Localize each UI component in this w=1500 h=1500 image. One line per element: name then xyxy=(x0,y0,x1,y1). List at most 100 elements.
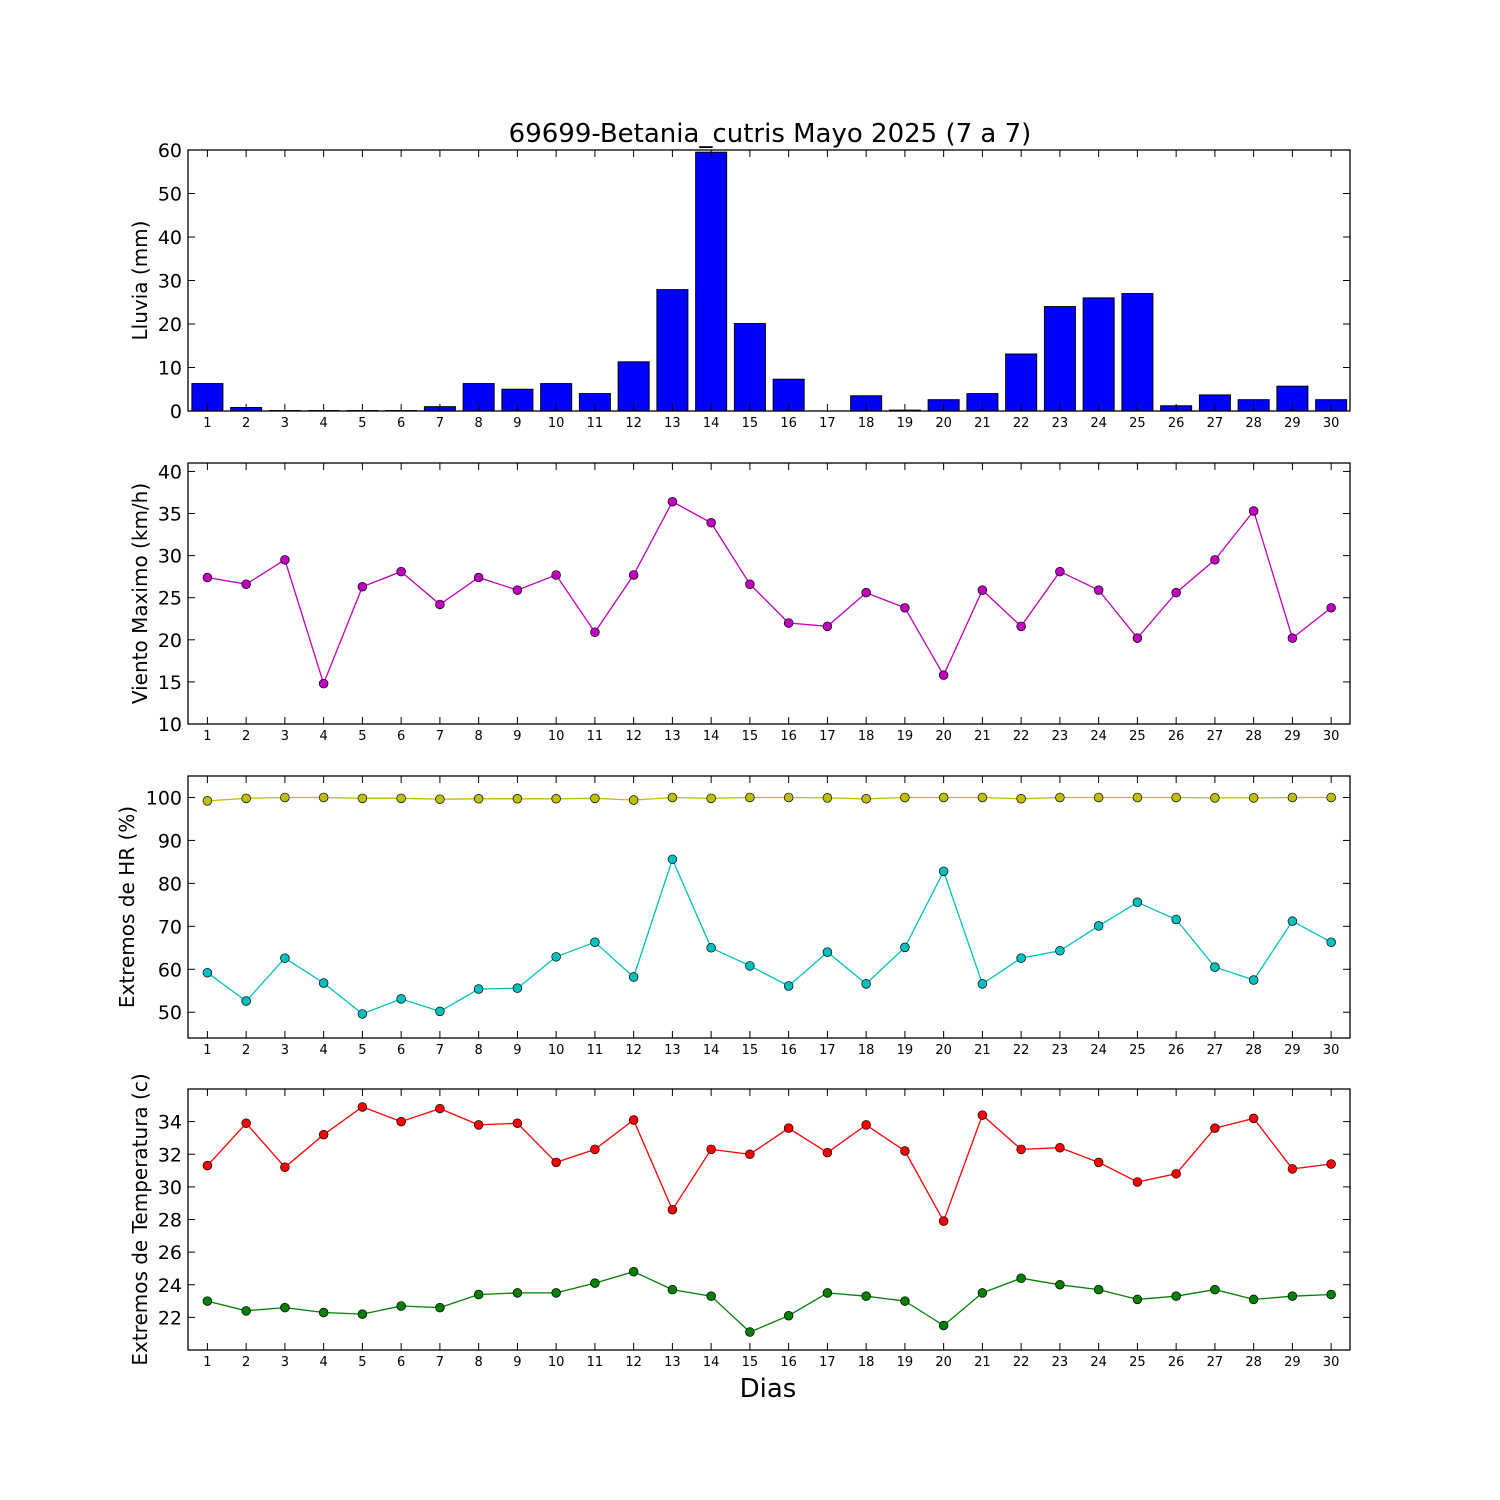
data-point xyxy=(706,1291,716,1301)
x-tick-label: 5 xyxy=(358,1355,366,1370)
rain-bar xyxy=(733,323,766,412)
data-point xyxy=(706,1144,716,1155)
data-point xyxy=(318,978,329,988)
x-tick-label: 3 xyxy=(281,416,289,431)
data-point xyxy=(745,579,755,589)
x-tick-label: 9 xyxy=(513,1355,521,1370)
x-tick-label: 18 xyxy=(858,729,875,744)
x-tick-label: 18 xyxy=(858,1355,875,1370)
data-point xyxy=(1093,1157,1104,1168)
data-point xyxy=(977,979,988,989)
data-point xyxy=(628,1266,639,1277)
x-tick-label: 9 xyxy=(513,416,521,431)
data-point xyxy=(628,1115,639,1125)
data-point xyxy=(280,1302,290,1313)
x-tick-label: 14 xyxy=(703,729,720,744)
y-tick-label: 30 xyxy=(158,1177,182,1199)
y-tick-label: 28 xyxy=(158,1210,182,1232)
data-point xyxy=(512,1288,523,1298)
x-tick-label: 7 xyxy=(436,1355,444,1370)
data-point xyxy=(590,937,600,947)
y-tick-label: 60 xyxy=(158,140,182,162)
data-point xyxy=(396,566,406,577)
x-tick-label: 10 xyxy=(548,1043,565,1058)
data-point xyxy=(202,796,213,806)
y-axis-label: Extremos de Temperatura (c) xyxy=(128,1073,152,1365)
x-tick-label: 3 xyxy=(281,1043,289,1058)
data-point xyxy=(783,1310,794,1321)
x-tick-label: 19 xyxy=(897,416,914,431)
data-point xyxy=(1210,555,1220,565)
data-point xyxy=(1326,1159,1336,1169)
y-tick-label: 50 xyxy=(158,1002,182,1024)
x-tick-label: 14 xyxy=(703,1043,720,1058)
data-point xyxy=(280,1162,290,1173)
data-point xyxy=(900,1146,910,1156)
x-tick-label: 1 xyxy=(203,1355,211,1370)
data-point xyxy=(783,792,794,803)
data-point xyxy=(1016,953,1026,963)
y-tick-label: 22 xyxy=(158,1307,182,1329)
data-point xyxy=(357,793,368,804)
x-tick-label: 17 xyxy=(819,416,836,431)
data-point xyxy=(241,1118,251,1129)
data-point xyxy=(396,1301,406,1311)
data-point xyxy=(667,1284,678,1295)
x-tick-label: 28 xyxy=(1245,416,1262,431)
x-tick-label: 20 xyxy=(935,1355,952,1370)
data-point xyxy=(1210,962,1220,972)
x-tick-label: 26 xyxy=(1168,1355,1185,1370)
y-tick-label: 20 xyxy=(158,314,182,336)
data-point xyxy=(1248,1294,1259,1305)
x-tick-label: 27 xyxy=(1207,1355,1224,1370)
x-tick-label: 15 xyxy=(742,416,759,431)
x-tick-label: 24 xyxy=(1090,416,1107,431)
x-tick-label: 20 xyxy=(935,416,952,431)
data-point xyxy=(667,792,678,803)
data-point xyxy=(551,1288,561,1298)
x-tick-label: 17 xyxy=(819,729,836,744)
data-point xyxy=(202,572,213,583)
data-point xyxy=(1132,897,1143,908)
x-tick-label: 22 xyxy=(1013,416,1030,431)
data-point xyxy=(667,496,678,507)
x-tick-label: 8 xyxy=(475,1043,483,1058)
data-point xyxy=(1055,566,1065,577)
y-tick-label: 35 xyxy=(158,504,182,526)
x-tick-label: 3 xyxy=(281,1355,289,1370)
data-point xyxy=(435,794,445,804)
data-point xyxy=(590,627,600,637)
x-tick-label: 1 xyxy=(203,729,211,744)
data-point xyxy=(745,1327,755,1337)
data-point xyxy=(1132,792,1143,803)
data-point xyxy=(745,1149,755,1159)
x-axis-label: Dias xyxy=(740,1374,797,1404)
y-tick-label: 50 xyxy=(158,184,182,206)
x-tick-label: 25 xyxy=(1129,416,1146,431)
x-tick-label: 23 xyxy=(1052,1355,1069,1370)
data-point xyxy=(473,572,484,583)
y-tick-label: 34 xyxy=(158,1112,182,1134)
x-tick-label: 16 xyxy=(780,1043,797,1058)
x-tick-label: 2 xyxy=(242,1355,250,1370)
axes-frame xyxy=(187,462,1351,725)
x-tick-label: 2 xyxy=(242,729,250,744)
data-point xyxy=(861,1291,871,1301)
data-point xyxy=(745,961,755,971)
data-point xyxy=(783,618,794,628)
x-tick-label: 4 xyxy=(320,416,328,431)
x-tick-label: 23 xyxy=(1052,416,1069,431)
rain-bar xyxy=(695,151,728,412)
x-tick-label: 29 xyxy=(1284,729,1301,744)
y-tick-label: 70 xyxy=(158,916,182,938)
data-point xyxy=(938,1216,949,1226)
y-tick-label: 30 xyxy=(158,271,182,293)
data-point xyxy=(435,599,445,610)
x-tick-label: 23 xyxy=(1052,729,1069,744)
x-tick-label: 21 xyxy=(974,1355,991,1370)
y-tick-label: 30 xyxy=(158,546,182,568)
x-tick-label: 30 xyxy=(1323,1355,1340,1370)
data-point xyxy=(900,603,910,613)
data-point xyxy=(977,1288,988,1298)
